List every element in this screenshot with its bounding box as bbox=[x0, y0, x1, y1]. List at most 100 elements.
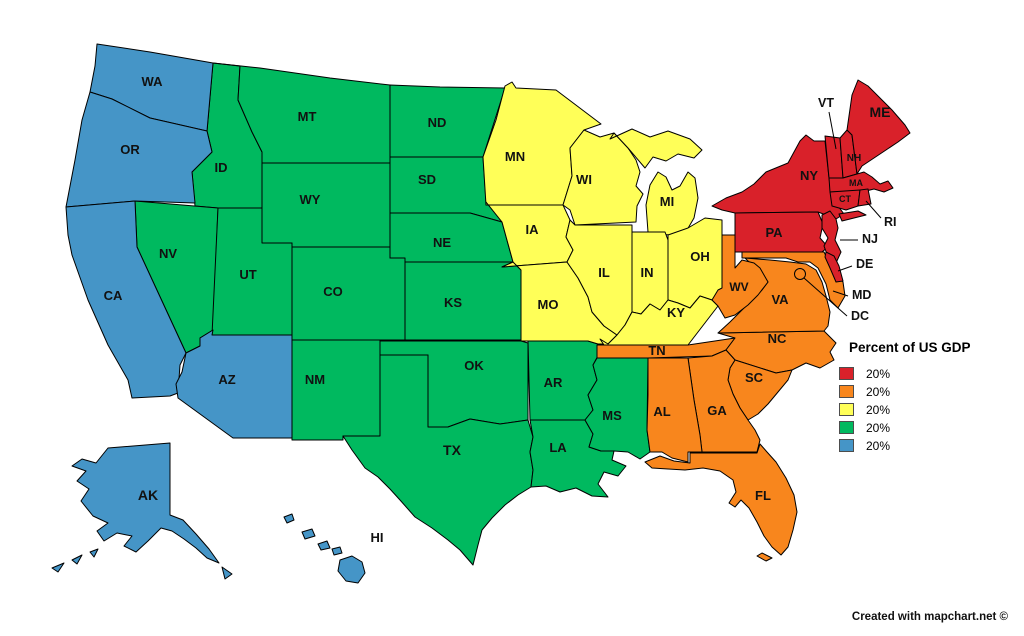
state-label-pa: PA bbox=[765, 225, 783, 240]
state-hi[interactable] bbox=[283, 513, 295, 524]
state-label-ak: AK bbox=[138, 487, 158, 503]
state-me[interactable] bbox=[846, 79, 911, 175]
state-label-or: OR bbox=[120, 142, 140, 157]
callout-label-dc: DC bbox=[851, 309, 869, 323]
state-hi[interactable] bbox=[317, 540, 331, 551]
state-label-mi: MI bbox=[660, 194, 674, 209]
callout-line-vt bbox=[828, 111, 837, 150]
state-label-ut: UT bbox=[239, 267, 256, 282]
state-nj[interactable] bbox=[821, 210, 842, 264]
state-label-ia: IA bbox=[526, 222, 540, 237]
state-ne[interactable] bbox=[389, 212, 514, 263]
state-de[interactable] bbox=[824, 251, 844, 283]
state-nd[interactable] bbox=[389, 84, 506, 158]
state-al[interactable] bbox=[646, 357, 703, 463]
state-label-in: IN bbox=[641, 265, 654, 280]
state-label-nd: ND bbox=[428, 115, 447, 130]
state-fl[interactable] bbox=[756, 552, 773, 562]
state-or[interactable] bbox=[65, 91, 213, 208]
legend-item: 20% bbox=[839, 420, 1024, 435]
state-label-mt: MT bbox=[298, 109, 317, 124]
state-label-sd: SD bbox=[418, 172, 436, 187]
state-label-ny: NY bbox=[800, 168, 818, 183]
state-ri[interactable] bbox=[857, 188, 872, 207]
state-label-mo: MO bbox=[538, 297, 559, 312]
legend-swatch bbox=[839, 367, 854, 380]
legend-item-label: 20% bbox=[866, 420, 891, 435]
legend-item-label: 20% bbox=[866, 438, 891, 453]
state-hi[interactable] bbox=[331, 546, 343, 556]
state-wv[interactable] bbox=[711, 234, 769, 319]
state-label-oh: OH bbox=[690, 249, 710, 264]
state-label-mn: MN bbox=[505, 149, 525, 164]
state-dc[interactable] bbox=[794, 268, 806, 280]
state-tx[interactable] bbox=[342, 354, 534, 566]
state-wy[interactable] bbox=[261, 162, 391, 248]
state-label-il: IL bbox=[598, 265, 610, 280]
state-label-nm: NM bbox=[305, 372, 325, 387]
callout-label-vt: VT bbox=[818, 96, 834, 110]
state-ny[interactable] bbox=[711, 134, 845, 220]
credit: Created with mapchart.net © bbox=[851, 611, 1008, 623]
callout-label-md: MD bbox=[852, 288, 871, 302]
state-label-va: VA bbox=[771, 292, 789, 307]
state-mi[interactable] bbox=[609, 128, 703, 169]
state-ak[interactable] bbox=[71, 442, 220, 564]
state-label-ok: OK bbox=[464, 358, 484, 373]
legend-swatch bbox=[839, 403, 854, 416]
callout-label-de: DE bbox=[856, 257, 873, 271]
state-ak[interactable] bbox=[71, 554, 83, 565]
legend-item-label: 20% bbox=[866, 402, 891, 417]
state-pa[interactable] bbox=[734, 211, 829, 253]
state-label-me: ME bbox=[870, 104, 891, 120]
state-label-al: AL bbox=[653, 404, 670, 419]
state-label-wa: WA bbox=[142, 74, 164, 89]
state-label-ca: CA bbox=[104, 288, 123, 303]
state-ak[interactable] bbox=[221, 566, 233, 580]
state-label-wi: WI bbox=[576, 172, 592, 187]
legend-swatch bbox=[839, 385, 854, 398]
state-label-fl: FL bbox=[755, 488, 771, 503]
state-label-ks: KS bbox=[444, 295, 462, 310]
callout-label-nj: NJ bbox=[862, 232, 878, 246]
state-hi[interactable] bbox=[337, 555, 366, 584]
callout-line-md bbox=[832, 290, 849, 297]
legend-item: 20% bbox=[839, 402, 1024, 417]
state-label-la: LA bbox=[549, 440, 567, 455]
callout-line-de bbox=[837, 265, 853, 272]
state-ny[interactable] bbox=[838, 210, 867, 222]
legend-swatch bbox=[839, 439, 854, 452]
legend-item: 20% bbox=[839, 367, 1024, 381]
legend-title: Percent of US GDP bbox=[849, 340, 971, 355]
legend-item: 20% bbox=[839, 438, 1024, 453]
callout-label-ri: RI bbox=[884, 215, 897, 229]
state-hi[interactable] bbox=[301, 528, 316, 540]
state-label-ne: NE bbox=[433, 235, 451, 250]
state-ky[interactable] bbox=[599, 295, 719, 346]
state-ca[interactable] bbox=[65, 200, 187, 399]
state-nm[interactable] bbox=[291, 339, 381, 441]
state-ks[interactable] bbox=[404, 261, 522, 341]
legend-item-label: 20% bbox=[866, 384, 891, 399]
state-label-tn: TN bbox=[648, 343, 665, 358]
state-label-wv: WV bbox=[729, 280, 748, 294]
state-ak[interactable] bbox=[51, 562, 65, 573]
state-label-nc: NC bbox=[768, 331, 787, 346]
state-ak[interactable] bbox=[89, 548, 99, 558]
state-ct[interactable] bbox=[829, 189, 861, 211]
state-fl[interactable] bbox=[644, 443, 798, 556]
state-label-ky: KY bbox=[667, 305, 685, 320]
state-label-ct: CT bbox=[839, 194, 851, 204]
state-co[interactable] bbox=[291, 246, 406, 341]
state-label-sc: SC bbox=[745, 370, 764, 385]
state-az[interactable] bbox=[175, 329, 293, 439]
state-label-ma: MA bbox=[849, 178, 863, 188]
state-label-wy: WY bbox=[300, 192, 321, 207]
state-label-tx: TX bbox=[443, 442, 462, 458]
state-label-nh: NH bbox=[847, 153, 861, 164]
legend-items: 20% 20% 20% 20% 20% bbox=[839, 367, 1024, 453]
legend: Percent of US GDP 20% 20% 20% 20% 20% bbox=[839, 340, 1024, 457]
state-label-hi: HI bbox=[371, 530, 384, 545]
